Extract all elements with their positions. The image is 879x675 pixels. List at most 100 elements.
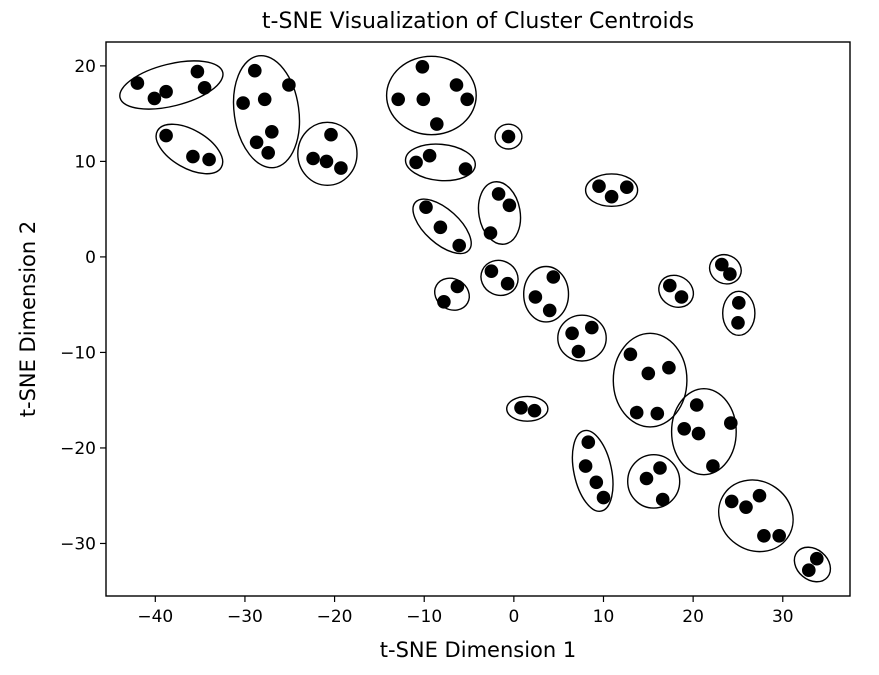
x-tick-label-7: 20 (682, 607, 704, 627)
data-point-c22-2 (653, 461, 667, 475)
cluster-ellipse-1 (119, 60, 224, 110)
data-point-c20-2 (689, 398, 704, 412)
data-point-c1-1 (130, 76, 145, 90)
data-point-c21-4 (596, 490, 611, 505)
data-point-c22-3 (655, 492, 670, 507)
x-tick-label-6: 10 (593, 607, 615, 627)
data-point-c2-3 (202, 152, 216, 167)
data-point-c15-1 (663, 278, 677, 293)
data-point-c3-3 (249, 135, 264, 150)
x-tick-label-5: 0 (508, 607, 519, 627)
data-points (130, 60, 824, 577)
data-point-c23-5 (772, 529, 786, 543)
cluster-ellipse-6 (494, 123, 523, 150)
cluster-ellipse-14 (557, 314, 607, 362)
cluster-ellipse-3 (232, 54, 301, 169)
data-point-c9-2 (491, 187, 506, 201)
data-point-c14-3 (585, 320, 599, 335)
cluster-ellipse-7 (404, 143, 477, 182)
data-point-c3-4 (257, 92, 272, 107)
data-point-c5-2 (415, 60, 430, 74)
cluster-ellipse-12 (480, 259, 519, 297)
data-point-c23-2 (739, 500, 753, 514)
y-axis-ticks: −30 −20 −10 0 10 20 (60, 57, 106, 554)
data-point-c5-3 (416, 92, 431, 107)
data-point-c7-3 (458, 162, 473, 176)
data-point-c7-2 (422, 148, 437, 163)
data-point-c20-5 (724, 416, 738, 430)
cluster-ellipse-20 (670, 388, 737, 476)
data-point-c18-1 (623, 347, 638, 362)
data-point-c20-3 (691, 426, 706, 441)
y-tick-label-6: 20 (74, 57, 96, 77)
data-point-c19-2 (527, 403, 542, 418)
data-point-c2-2 (186, 149, 200, 164)
data-point-c4-4 (334, 161, 348, 175)
data-point-c3-5 (261, 146, 276, 160)
cluster-ellipse-24 (793, 546, 832, 583)
y-tick-label-2: −20 (60, 439, 96, 459)
data-point-c20-4 (706, 459, 720, 473)
data-point-c18-4 (650, 406, 665, 421)
cluster-ellipse-19 (505, 395, 549, 422)
cluster-ellipse-18 (612, 332, 688, 428)
cluster-ellipse-15 (658, 274, 695, 308)
x-tick-label-3: −20 (317, 607, 353, 627)
data-point-c2-1 (159, 128, 173, 143)
data-point-c5-1 (391, 92, 406, 107)
y-tick-label-1: −30 (60, 534, 96, 554)
data-point-c14-2 (571, 344, 586, 359)
data-point-c5-6 (460, 92, 475, 107)
data-point-c4-3 (324, 127, 338, 142)
data-point-c4-2 (319, 154, 334, 169)
cluster-ellipse-17 (722, 290, 756, 336)
x-axis-label: t-SNE Dimension 1 (380, 638, 576, 662)
data-point-c24-1 (802, 563, 816, 577)
cluster-ellipse-2 (155, 123, 224, 175)
data-point-c18-5 (662, 360, 676, 375)
x-tick-label-8: 30 (772, 607, 794, 627)
x-tick-label-2: −30 (227, 607, 263, 627)
data-point-c17-1 (732, 296, 746, 310)
chart-title: t-SNE Visualization of Cluster Centroids (262, 9, 694, 34)
data-point-c18-3 (641, 366, 656, 381)
cluster-ellipse-21 (571, 429, 614, 512)
data-point-c8-2 (433, 220, 448, 235)
data-point-c3-2 (248, 63, 262, 78)
data-point-c1-5 (197, 81, 212, 95)
cluster-ellipse-22 (627, 453, 681, 509)
data-point-c11-1 (437, 295, 451, 309)
y-tick-label-5: 10 (74, 152, 96, 172)
cluster-ellipse-4 (297, 121, 358, 187)
y-axis-label: t-SNE Dimension 2 (16, 221, 40, 417)
data-point-c8-3 (452, 238, 467, 253)
cluster-ellipses (119, 54, 832, 583)
data-point-c8-1 (419, 200, 433, 214)
x-tick-label-4: −10 (406, 607, 442, 627)
data-point-c19-1 (514, 401, 528, 415)
x-tick-label-1: −40 (137, 607, 173, 627)
data-point-c13-3 (546, 270, 561, 284)
cluster-ellipse-10 (584, 173, 639, 208)
data-point-c3-6 (265, 125, 279, 139)
data-point-c13-2 (542, 303, 557, 318)
data-point-c21-1 (578, 459, 593, 473)
data-point-c3-1 (236, 96, 250, 110)
y-tick-label-4: 0 (85, 248, 96, 268)
cluster-ellipse-13 (522, 265, 570, 323)
data-point-c13-1 (528, 290, 543, 304)
data-point-c5-4 (430, 117, 444, 131)
cluster-ellipse-8 (412, 198, 472, 255)
data-point-c22-1 (639, 471, 654, 486)
x-axis-ticks: −40 −30 −20 −10 0 10 20 30 (137, 596, 794, 627)
cluster-ellipse-16 (708, 253, 742, 285)
data-point-c21-3 (589, 475, 604, 490)
data-point-c3-7 (282, 78, 296, 92)
data-point-c10-2 (604, 189, 619, 204)
data-point-c6-1 (501, 129, 516, 144)
cluster-ellipse-11 (434, 277, 470, 311)
data-point-c20-1 (677, 422, 691, 436)
data-point-c14-1 (565, 326, 579, 341)
data-point-c17-2 (731, 316, 745, 330)
